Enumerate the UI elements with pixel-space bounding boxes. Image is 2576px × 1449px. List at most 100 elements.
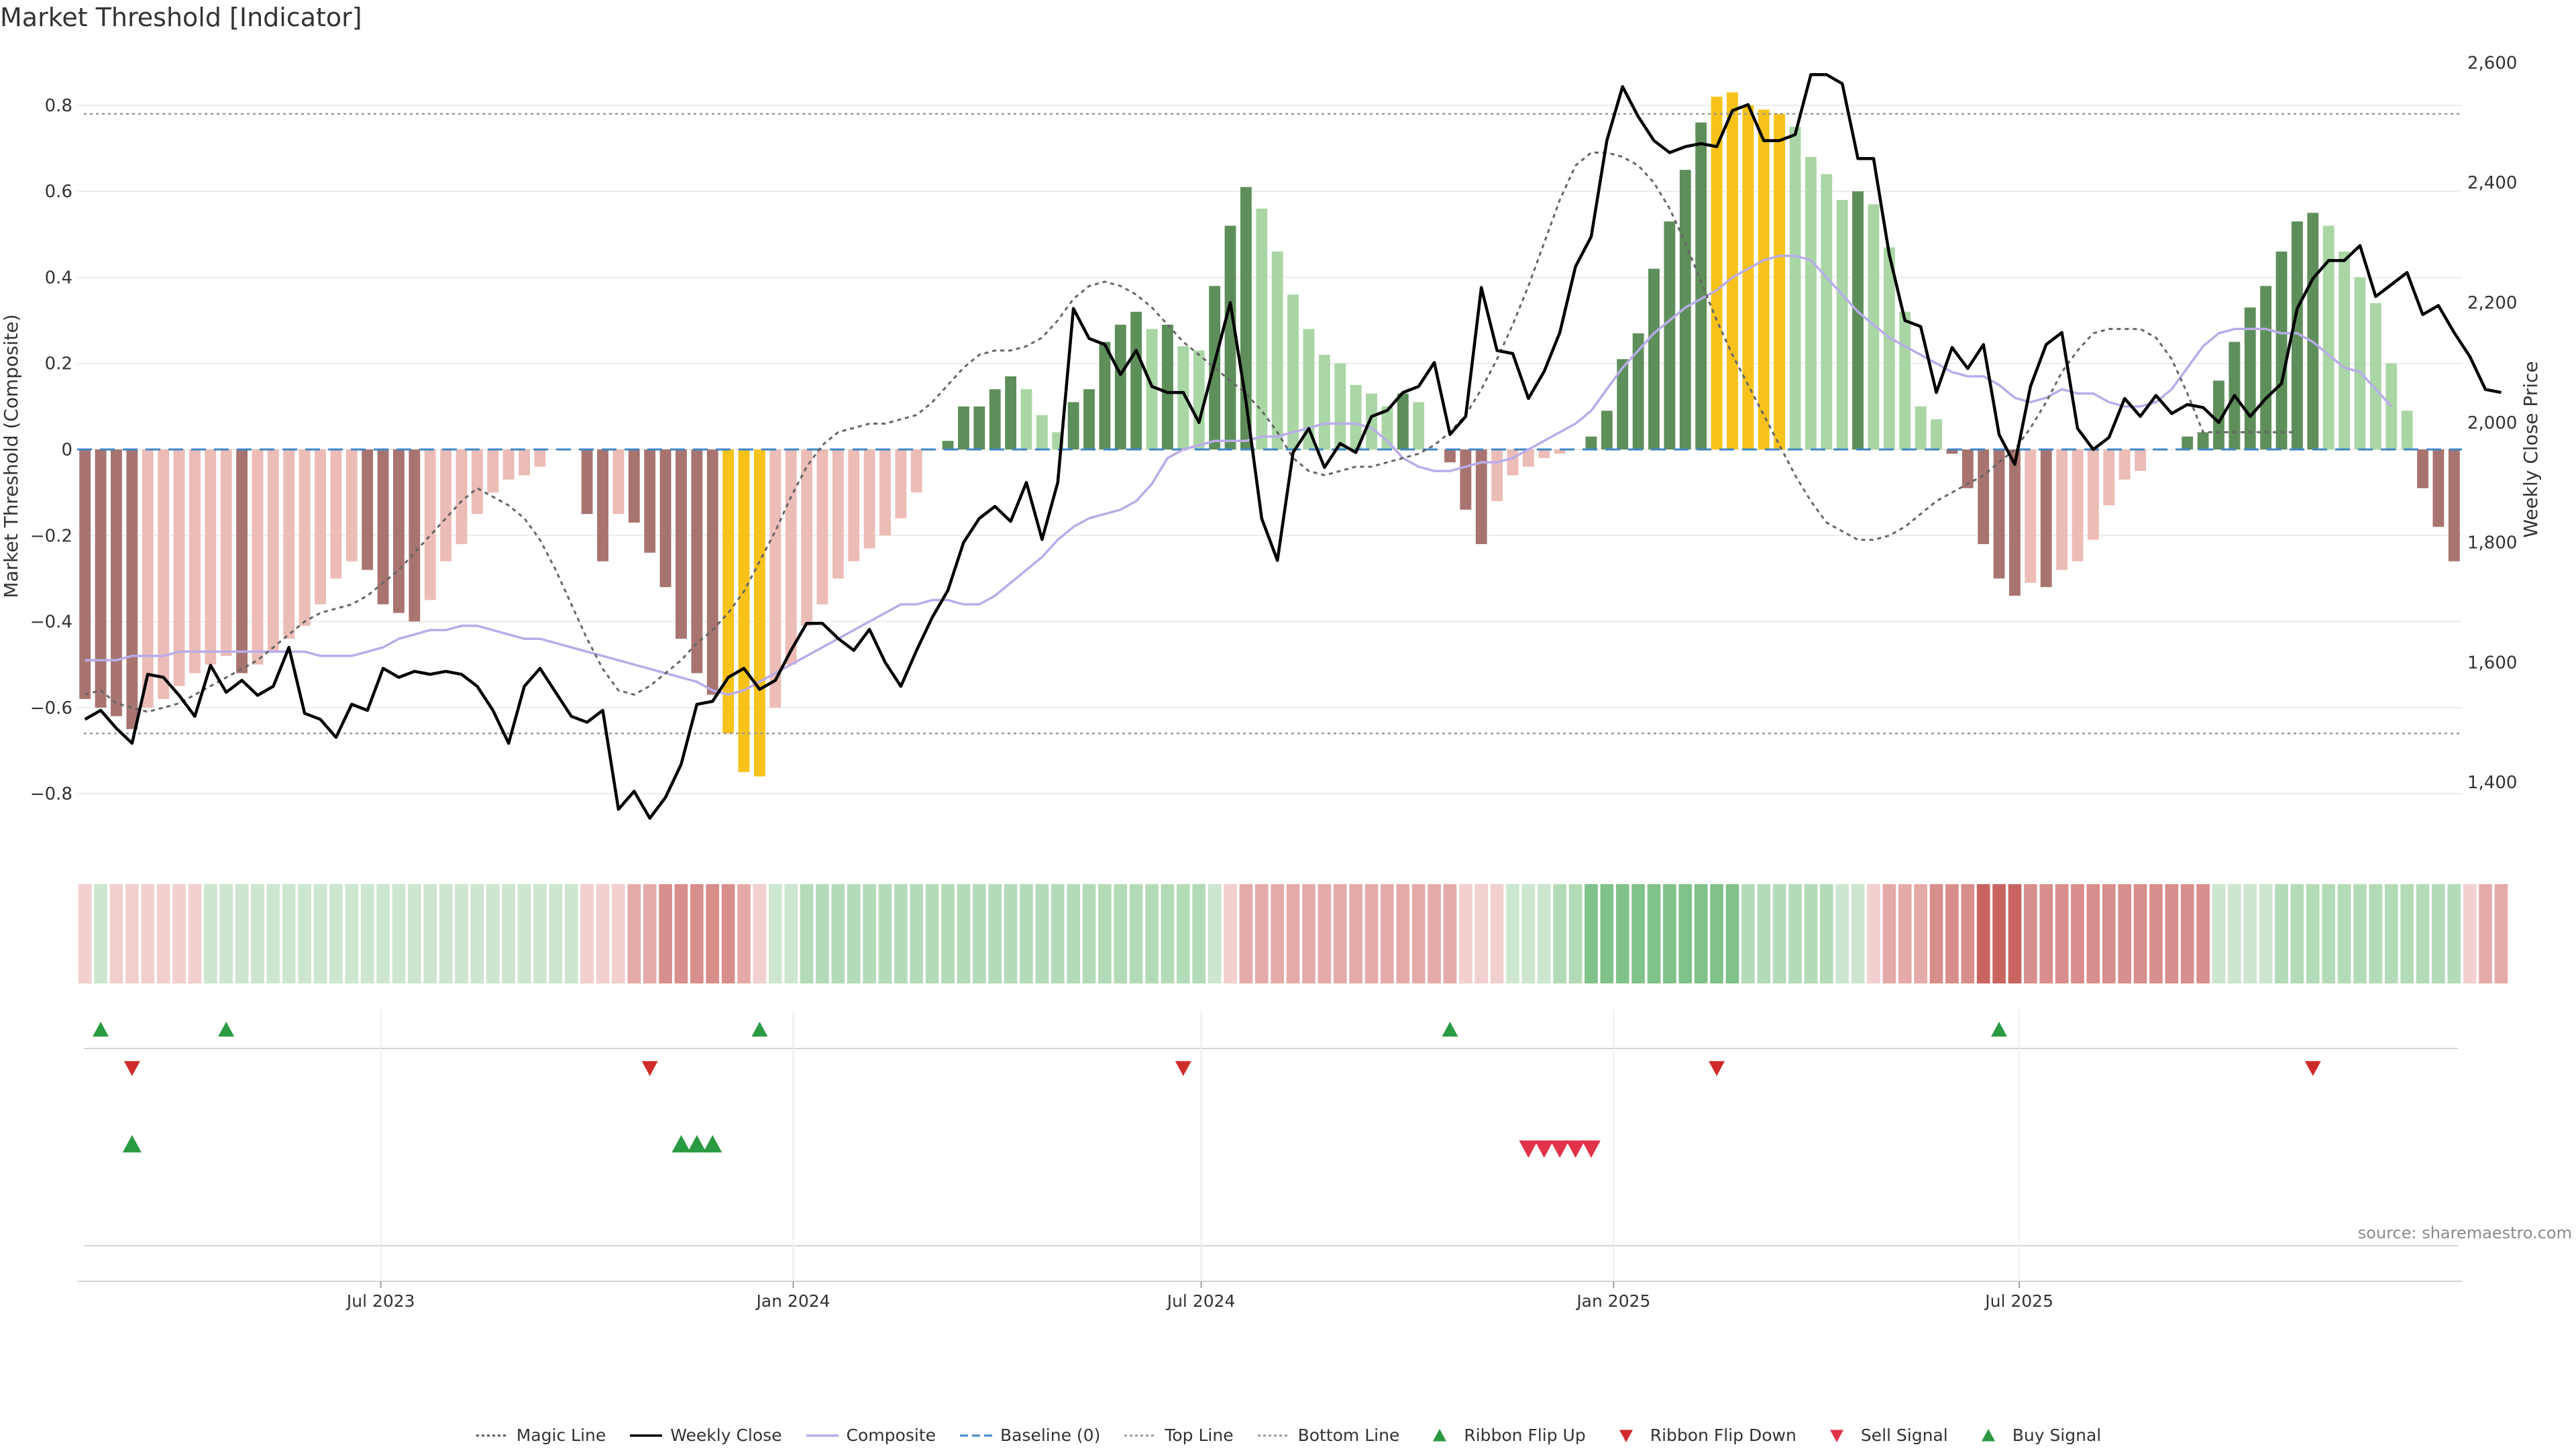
y2-axis-label: Weekly Close Price	[2520, 361, 2542, 537]
composite-bar	[1413, 402, 1425, 449]
composite-bar	[1224, 225, 1236, 449]
y-tick-label: −0.2	[30, 526, 72, 546]
ribbon-cell	[1349, 884, 1362, 983]
ribbon-cell	[1411, 884, 1426, 983]
ribbon-cell	[1082, 884, 1096, 983]
y2-tick-label: 2,600	[2467, 53, 2517, 73]
composite-bar	[2025, 449, 2037, 583]
ribbon-cell	[1741, 884, 1755, 983]
composite-bar	[1711, 97, 1723, 449]
composite-bar	[1036, 415, 1048, 449]
ribbon-cell	[517, 884, 531, 983]
ribbon-cell	[737, 884, 751, 983]
legend-item: Composite	[805, 1426, 936, 1445]
composite-bar	[2213, 380, 2224, 449]
composite-bar	[409, 449, 421, 622]
ribbon-cell	[2071, 884, 2084, 983]
composite-bar	[1978, 449, 1990, 545]
legend-item: Sell Signal	[1819, 1426, 1948, 1445]
composite-bar	[1538, 449, 1550, 458]
ribbon-cell	[2086, 884, 2100, 983]
legend-swatch-svg	[1124, 1434, 1157, 1436]
y2-tick-label: 2,400	[2467, 173, 2517, 193]
ribbon-cell	[2479, 884, 2492, 983]
composite-bar	[958, 406, 969, 449]
composite-bar	[848, 449, 860, 561]
composite-bar	[236, 449, 248, 674]
axes-layer: 0.8 0.6 0.4 0.2 0 −0.2 −0.4 −0.6 −0.8 2,600 2,400 2…	[30, 53, 2518, 804]
composite-bar	[1648, 268, 1660, 449]
legend-swatch-svg	[959, 1434, 992, 1436]
composite-bar	[659, 449, 672, 588]
composite-bar	[95, 449, 107, 708]
ribbon-flip-up-marker	[218, 1022, 235, 1037]
ribbon-cell	[1443, 884, 1457, 983]
legend-swatch-svg	[1433, 1428, 1447, 1441]
ribbon-cell	[172, 884, 186, 983]
composite-bar	[1287, 294, 1299, 449]
composite-bar	[1318, 354, 1330, 449]
legend-item: Ribbon Flip Up	[1422, 1426, 1586, 1445]
ribbon-cell	[1129, 884, 1143, 983]
ribbon-cell	[1694, 884, 1708, 983]
ribbon-cell	[2369, 884, 2383, 983]
x-tick-label: Jul 2025	[1984, 1291, 2053, 1311]
ribbon-cell	[1804, 884, 1818, 983]
ribbon-cell	[1568, 884, 1582, 983]
legend: Magic Line Weekly Close Composite Baseline …	[0, 1426, 2576, 1445]
composite-bar	[1946, 449, 1958, 454]
ribbon-cell	[2180, 884, 2194, 983]
legend-swatch-svg	[1829, 1430, 1843, 1442]
ribbon-cell	[643, 884, 657, 983]
ribbon-cell	[894, 884, 908, 983]
y-tick-label: −0.6	[30, 698, 72, 718]
ribbon-cell	[1521, 884, 1536, 983]
legend-item: Bottom Line	[1256, 1426, 1399, 1445]
composite-bar	[487, 449, 499, 493]
composite-bar	[173, 449, 185, 686]
ribbon-cell	[455, 884, 468, 983]
ribbon-cell	[1254, 884, 1269, 983]
composite-bar	[2339, 252, 2351, 449]
ribbon-cell	[596, 884, 610, 983]
ribbon-cell	[1537, 884, 1551, 983]
ribbon-cell	[1819, 884, 1833, 983]
legend-label: Baseline (0)	[1000, 1426, 1101, 1445]
ribbon-cell	[1882, 884, 1896, 983]
y2-tick-label: 2,000	[2467, 413, 2517, 433]
composite-bar	[1020, 389, 1032, 449]
composite-bar	[1162, 325, 1173, 449]
composite-bar	[895, 449, 907, 519]
composite-bar	[519, 449, 530, 476]
x-axis: Jul 2023 Jan 2024 Jul 2024 Jan 2025 Jul 2025	[345, 1010, 2053, 1311]
composite-bar	[785, 449, 797, 665]
ribbon-cell	[1364, 884, 1379, 983]
legend-swatch-svg	[1981, 1428, 1995, 1441]
ribbon-cell	[439, 884, 453, 983]
ribbon-cell	[2133, 884, 2147, 983]
composite-bar	[581, 449, 593, 515]
legend-label: Composite	[846, 1426, 936, 1445]
ribbon-cell	[1239, 884, 1253, 983]
ribbon-flip-up-marker	[751, 1022, 768, 1037]
buy-signal-marker	[122, 1135, 142, 1152]
composite-bar	[2182, 436, 2194, 449]
ribbon-cell	[1490, 884, 1504, 983]
legend-swatch-svg	[806, 1434, 839, 1437]
ribbon-cell	[1208, 884, 1222, 983]
buy-signal-marker	[672, 1135, 691, 1152]
y-tick-label: 0	[61, 440, 72, 460]
composite-bar	[502, 449, 515, 480]
composite-bar	[2401, 411, 2413, 449]
ribbon-cell	[1381, 884, 1394, 983]
composite-bar	[1130, 311, 1142, 449]
composite-bar	[2072, 449, 2084, 561]
ribbon-cell	[549, 884, 563, 983]
composite-bar	[299, 449, 311, 626]
ribbon-cell	[141, 884, 155, 983]
ribbon-cell	[298, 884, 311, 983]
composite-bar	[1962, 449, 1974, 488]
composite-bar	[393, 449, 405, 613]
composite-bar	[676, 449, 687, 639]
ribbon-cell	[2243, 884, 2257, 983]
